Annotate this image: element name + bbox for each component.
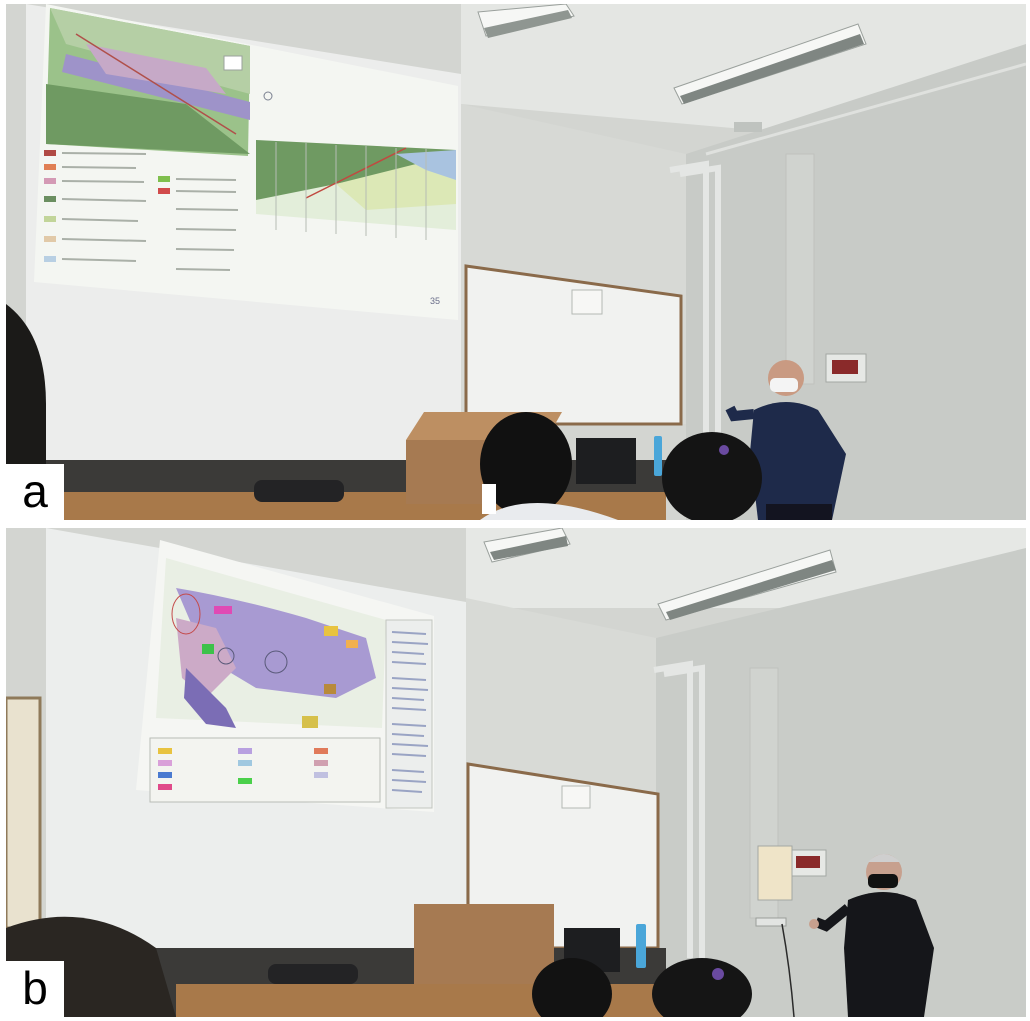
panel-label-b: b bbox=[6, 961, 64, 1017]
podium bbox=[414, 904, 554, 984]
ceiling-light bbox=[477, 4, 575, 38]
ceiling-light bbox=[673, 23, 867, 105]
electrical-panel bbox=[757, 845, 793, 901]
chair-back bbox=[268, 964, 358, 984]
lecture-photo-a bbox=[6, 4, 1026, 520]
window-frame bbox=[6, 696, 42, 930]
photo-panel-a: 35 a bbox=[6, 4, 1026, 520]
lecture-photo-b bbox=[6, 528, 1026, 1017]
audience-member bbox=[6, 304, 46, 474]
projected-slide bbox=[34, 4, 458, 320]
presenter bbox=[809, 854, 934, 1017]
wall-duct bbox=[785, 153, 815, 385]
wall-notice bbox=[561, 785, 591, 809]
slide-number: 35 bbox=[430, 296, 441, 306]
ceiling-light bbox=[657, 549, 837, 621]
audience-member bbox=[662, 432, 762, 520]
presenter bbox=[725, 360, 846, 520]
projected-slide bbox=[136, 540, 434, 812]
laptop bbox=[576, 438, 636, 484]
sanitizer-bottle bbox=[636, 924, 646, 968]
photo-panel-b: b bbox=[6, 528, 1026, 1017]
sanitizer-bottle bbox=[654, 436, 662, 476]
whiteboard bbox=[464, 264, 683, 426]
smoke-detector bbox=[734, 122, 762, 132]
chair-back bbox=[254, 480, 344, 502]
wall-pipes bbox=[669, 160, 721, 444]
wall-pipes bbox=[653, 660, 705, 968]
audience-member bbox=[652, 958, 752, 1017]
audience-member bbox=[532, 958, 612, 1017]
power-outlet bbox=[755, 917, 787, 927]
audience-member bbox=[480, 412, 618, 520]
ceiling-light bbox=[483, 528, 571, 563]
wall-notice bbox=[571, 289, 603, 315]
panel-label-a: a bbox=[6, 464, 64, 520]
